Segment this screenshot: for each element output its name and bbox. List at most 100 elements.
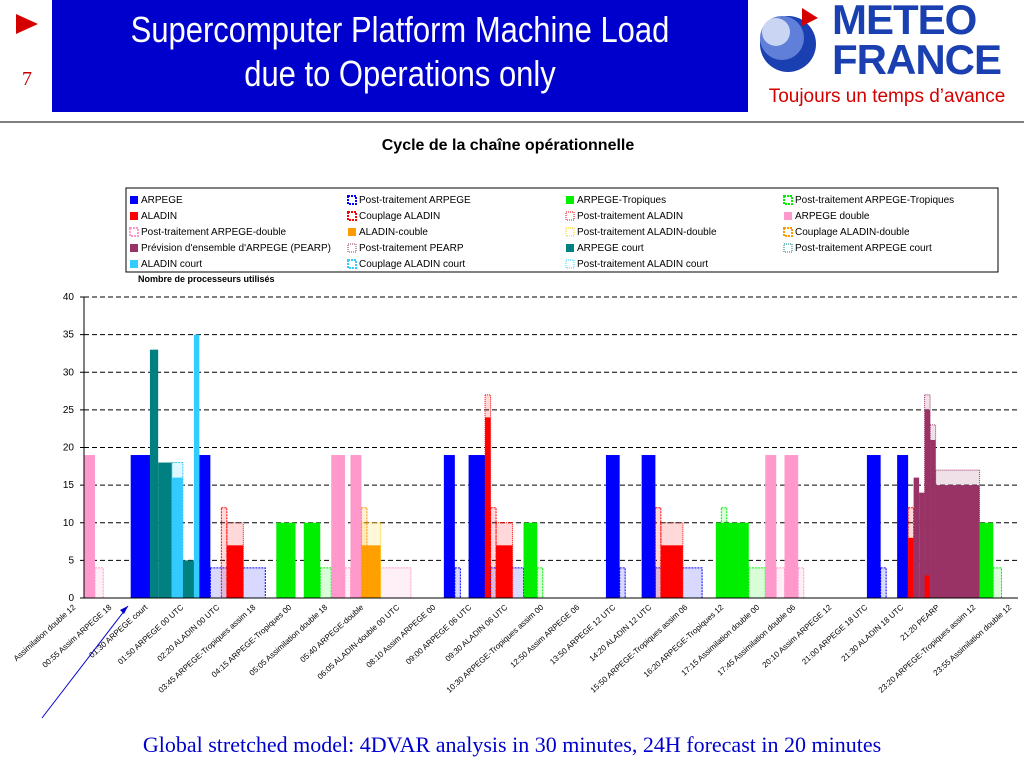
bar-arpege-double-0: [84, 455, 95, 598]
legend-swatch-aladin-court: [130, 260, 138, 268]
legend-swatch-arpege-tropiques: [566, 196, 574, 204]
bar-prevision-d-ensemble-d-arpege-pearp-61: [930, 439, 936, 598]
bar-post-traitement-arpege-tropiques-44: [720, 507, 728, 599]
legend-label-aladin: ALADIN: [141, 211, 177, 222]
bar-couplage-aladin-court-7: [171, 462, 184, 599]
bar-couplage-aladin-55: [907, 507, 915, 599]
chart-legend: ARPEGE Post-traitement ARPEGE ARPEGE-Tropi…: [125, 187, 999, 273]
legend-swatch-couplage-aladin: [347, 211, 357, 221]
bar-post-traitement-aladin-29: [484, 394, 492, 599]
bar-aladin-32: [496, 545, 513, 598]
legend-swatch-post-traitement-aladin: [565, 211, 575, 221]
legend-swatch-aladin: [130, 212, 138, 220]
legend-label-post-traitement-aladin-double: Post-traitement ALADIN-double: [577, 227, 717, 238]
x-tick-label-0: Assimilation double 12: [12, 602, 78, 663]
x-tick-label-15: 13:50 ARPEGE 12 UTC: [548, 603, 617, 667]
bar-post-traitement-arpege-tropiques-66: [992, 567, 1003, 599]
y-tick-label-5: 5: [68, 555, 74, 566]
bar-arpege-court-4: [149, 349, 159, 598]
bar-post-traitement-arpege-37: [619, 567, 626, 599]
bar-aladin-28: [485, 417, 491, 598]
bar-arpege-double-18: [331, 455, 345, 598]
bar-post-traitement-pearp-64: [935, 469, 981, 599]
legend-swatch-post-traitement-aladin-double: [565, 227, 575, 237]
bar-couplage-aladin-12: [220, 507, 228, 599]
bar-arpege-52: [897, 455, 909, 598]
legend-label-aladin-couble: ALADIN-couble: [359, 227, 428, 238]
bar-aladin-court-9: [193, 334, 200, 598]
legend-label-couplage-aladin-court: Couplage ALADIN court: [359, 259, 465, 270]
legend-label-arpege-double: ARPEGE double: [795, 211, 870, 222]
bar-arpege-tropiques-16: [303, 522, 321, 598]
bar-aladin-60: [924, 575, 931, 598]
bar-prevision-d-ensemble-d-arpege-pearp-63: [935, 485, 980, 598]
bar-aladin-41: [660, 545, 683, 598]
bar-arpege-double-20: [350, 455, 362, 598]
legend-label-post-traitement-arpege: Post-traitement ARPEGE: [359, 195, 471, 206]
x-tick-label-2: 01:30 ARPEGE court: [87, 602, 149, 659]
bar-couplage-aladin-31: [490, 507, 497, 599]
x-tick-label-12: 09:30 ALADIN 06 UTC: [444, 603, 510, 664]
legend-swatch-couplage-aladin-court: [347, 259, 357, 269]
bar-post-traitement-aladin-42: [660, 522, 684, 599]
legend-label-post-traitement-arpege-tropiques: Post-traitement ARPEGE-Tropiques: [795, 195, 954, 206]
legend-label-arpege-court: ARPEGE court: [577, 243, 644, 254]
slide-number: 7: [22, 68, 32, 90]
slide-caption: Global stretched model: 4DVAR analysis i…: [142, 732, 882, 757]
y-tick-label-15: 15: [63, 480, 75, 491]
bar-arpege-38: [641, 455, 656, 598]
x-tick-label-4: 02:20 ALADIN 00 UTC: [156, 603, 222, 664]
bar-post-traitement-arpege-51: [880, 567, 887, 599]
legend-label-arpege-tropiques: ARPEGE-Tropiques: [577, 195, 666, 206]
bar-post-traitement-pearp-59: [924, 394, 931, 599]
bar-post-traitement-arpege-tropiques-45: [748, 567, 766, 599]
bar-aladin-court-6: [171, 477, 183, 598]
bar-post-traitement-aladin-33: [495, 522, 514, 599]
legend-label-couplage-aladin: Couplage ALADIN: [359, 211, 440, 222]
x-tick-label-26: 23:55 Assimilation double 12: [932, 602, 1014, 677]
x-tick-label-22: 21:00 ARPEGE 18 UTC: [800, 603, 869, 667]
bar-couplage-aladin-40: [654, 507, 662, 599]
legend-label-prevision-d-ensemble-d-arpege-pearp: Prévision d'ensemble d'ARPEGE (PEARP): [141, 243, 331, 254]
legend-swatch-prevision-d-ensemble-d-arpege-pearp: [130, 244, 138, 252]
annotation-arrow: [41, 605, 129, 719]
x-tick-label-23: 21:30 ALADIN 18 UTC: [840, 603, 906, 664]
bar-aladin-13: [226, 545, 244, 598]
legend-label-post-traitement-aladin-court: Post-traitement ALADIN court: [577, 259, 708, 270]
title-box: [52, 0, 748, 112]
bar-arpege-2: [130, 455, 153, 598]
bar-post-traitement-pearp-62: [929, 424, 937, 599]
annotation-arrowhead: [120, 606, 128, 614]
bar-post-traitement-arpege-tropiques-35: [536, 567, 544, 599]
bar-arpege-double-48: [784, 455, 799, 598]
play-arrow-icon: [16, 14, 38, 34]
bar-arpege-tropiques-15: [276, 522, 296, 598]
x-tick-label-14: 12:50 Assim ARPEGE 06: [509, 602, 582, 669]
bar-arpege-10: [199, 455, 211, 598]
y-tick-label-25: 25: [63, 405, 75, 416]
bar-arpege-tropiques-34: [523, 522, 538, 598]
x-tick-label-1: 00:55 Assim ARPEGE 18: [41, 602, 114, 669]
legend-swatch-post-traitement-arpege-double: [129, 227, 139, 237]
legend-swatch-post-traitement-arpege-tropiques: [783, 195, 793, 205]
legend-swatch-post-traitement-aladin-court: [565, 259, 575, 269]
x-tick-label-10: 08:10 Assim ARPEGE 00: [365, 602, 438, 669]
bar-prevision-d-ensemble-d-arpege-pearp-58: [924, 409, 931, 598]
legend-label-arpege: ARPEGE: [141, 195, 183, 206]
y-tick-label-35: 35: [63, 330, 75, 341]
y-axis-label: Nombre de processeurs utilisés: [138, 274, 275, 284]
legend-swatch-post-traitement-arpege: [347, 195, 357, 205]
bar-aladin-54: [908, 537, 914, 598]
y-tick-label-20: 20: [63, 443, 75, 454]
legend-label-post-traitement-arpege-double: Post-traitement ARPEGE-double: [141, 227, 287, 238]
bar-post-traitement-arpege-double-47: [775, 567, 786, 599]
legend-swatch-post-traitement-pearp: [347, 243, 357, 253]
y-tick-label-30: 30: [63, 367, 75, 378]
title-line-2: due to Operations only: [244, 53, 556, 94]
chart-title: Cycle de la chaîne opérationnelle: [382, 137, 635, 154]
bar-prevision-d-ensemble-d-arpege-pearp-57: [919, 492, 925, 598]
bar-arpege-double-46: [765, 455, 777, 598]
bar-arpege-36: [605, 455, 620, 598]
legend-swatch-aladin-couble: [348, 228, 356, 236]
